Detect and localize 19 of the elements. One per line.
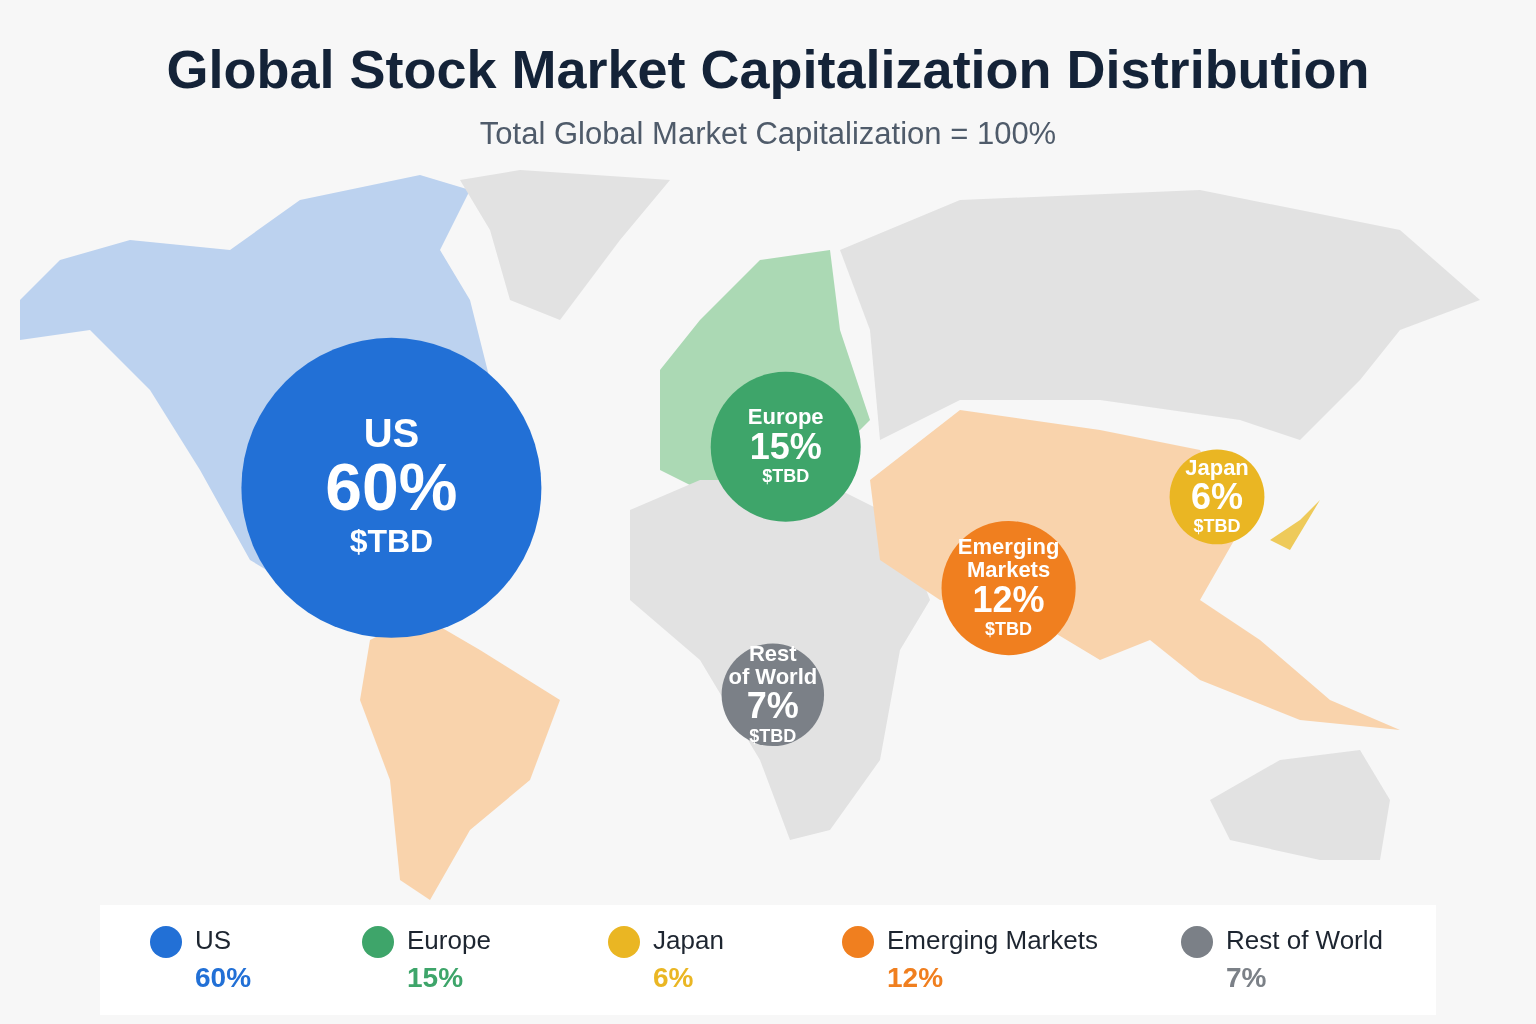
text: 7%: [1226, 961, 1267, 993]
text: Global Stock Market Capitalization Distribution: [165, 38, 1371, 100]
text: 12%: [887, 961, 944, 993]
text: $TBD: [985, 619, 1033, 640]
category-label: Japan: [1185, 454, 1249, 480]
text: 6%: [653, 961, 694, 993]
text: $TBD: [349, 523, 434, 560]
text: $TBD: [762, 466, 810, 487]
text: $TBD: [1193, 516, 1241, 537]
text: 15%: [407, 961, 464, 993]
category-label: Japan: [653, 925, 724, 956]
category-label: US: [195, 925, 232, 956]
category-label: Europe: [747, 404, 824, 430]
category-label: Emerging Markets: [887, 925, 1098, 956]
text: 60%: [195, 961, 252, 993]
text: Total Global Market Capitalization = 100%: [478, 116, 1058, 152]
text: $TBD: [749, 725, 797, 746]
category-label: Rest of World: [1226, 925, 1384, 956]
category-label: Europe: [407, 925, 491, 956]
